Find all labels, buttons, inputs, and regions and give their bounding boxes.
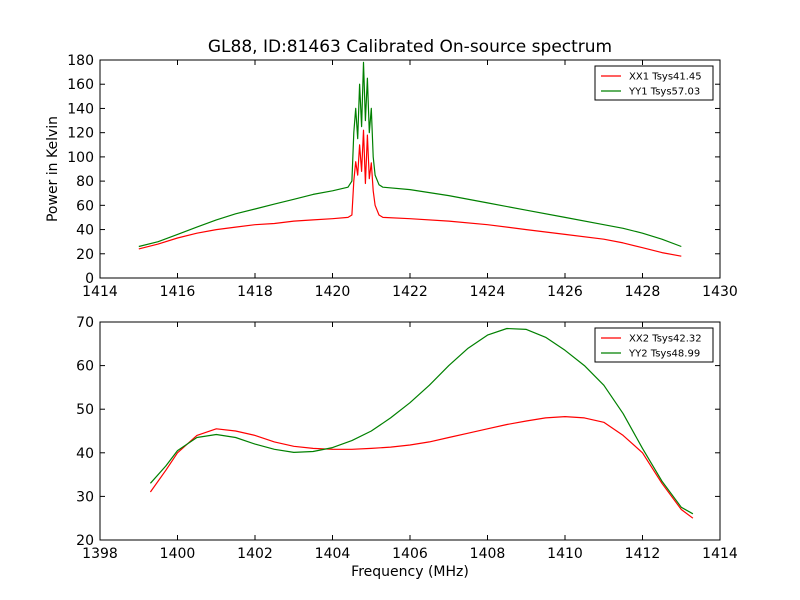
x-tick-label: 1416 <box>160 284 196 300</box>
legend-box <box>594 327 714 363</box>
x-tick-label: 1406 <box>392 546 428 562</box>
x-tick-label: 1428 <box>625 284 661 300</box>
x-tick-label: 1408 <box>470 546 506 562</box>
chart-title: GL88, ID:81463 Calibrated On-source spec… <box>208 37 612 57</box>
legend-box <box>594 65 714 101</box>
x-tick-label: 1424 <box>470 284 506 300</box>
y-tick-label: 50 <box>76 402 94 418</box>
x-tick-label: 1400 <box>160 546 196 562</box>
x-tick-label: 1404 <box>315 546 351 562</box>
x-tick-label: 1422 <box>392 284 428 300</box>
chart-panel-1: 1414 1416 1418 1420 1422 1424 1426 1428 1430 0 20 4… <box>45 37 738 300</box>
legend: XX1 Tsys41.45 YY1 Tsys57.03 <box>594 65 714 101</box>
y-tick-label: 70 <box>76 315 94 331</box>
series-line-1-2 <box>138 61 682 248</box>
y-tick-label: 30 <box>76 489 94 505</box>
x-tick-label: 1414 <box>82 284 118 300</box>
y-tick-label: 180 <box>67 53 94 69</box>
x-tick-label: 1418 <box>237 284 273 300</box>
legend: XX2 Tsys42.32 YY2 Tsys48.99 <box>594 327 714 363</box>
x-tick-label: 1414 <box>702 546 738 562</box>
series-line-1-1 <box>138 129 682 257</box>
y-tick-label: 60 <box>76 359 94 375</box>
chart-panel-2: 1398 1400 1402 1404 1406 1408 1410 1412 1414 20 30… <box>76 315 738 580</box>
y-tick-label: 100 <box>67 150 94 166</box>
x-axis-label: Frequency (MHz) <box>351 564 469 580</box>
y-axis-label: Power in Kelvin <box>45 116 61 222</box>
y-tick-label: 80 <box>76 174 94 190</box>
y-tick-label: 160 <box>67 77 94 93</box>
y-tick-label: 40 <box>76 223 94 239</box>
legend-label: XX1 Tsys41.45 <box>629 72 702 83</box>
x-tick-label: 1412 <box>625 546 661 562</box>
y-tick-label: 140 <box>67 101 94 117</box>
x-tick-label: 1398 <box>82 546 118 562</box>
legend-label: XX2 Tsys42.32 <box>629 334 702 345</box>
x-tick-label: 1402 <box>237 546 273 562</box>
legend-label: YY1 Tsys57.03 <box>628 87 700 98</box>
y-tick-label: 0 <box>85 271 94 287</box>
y-tick-label: 120 <box>67 126 94 142</box>
y-tick-label: 20 <box>76 247 94 263</box>
series-line-2-2 <box>149 327 694 515</box>
x-tick-label: 1430 <box>702 284 738 300</box>
x-tick-label: 1426 <box>547 284 583 300</box>
legend-label: YY2 Tsys48.99 <box>628 349 700 360</box>
y-tick-label: 60 <box>76 198 94 214</box>
series-line-2-1 <box>149 416 694 519</box>
y-tick-label: 40 <box>76 446 94 462</box>
x-tick-label: 1420 <box>315 284 351 300</box>
y-tick-label: 20 <box>76 533 94 549</box>
x-tick-label: 1410 <box>547 546 583 562</box>
